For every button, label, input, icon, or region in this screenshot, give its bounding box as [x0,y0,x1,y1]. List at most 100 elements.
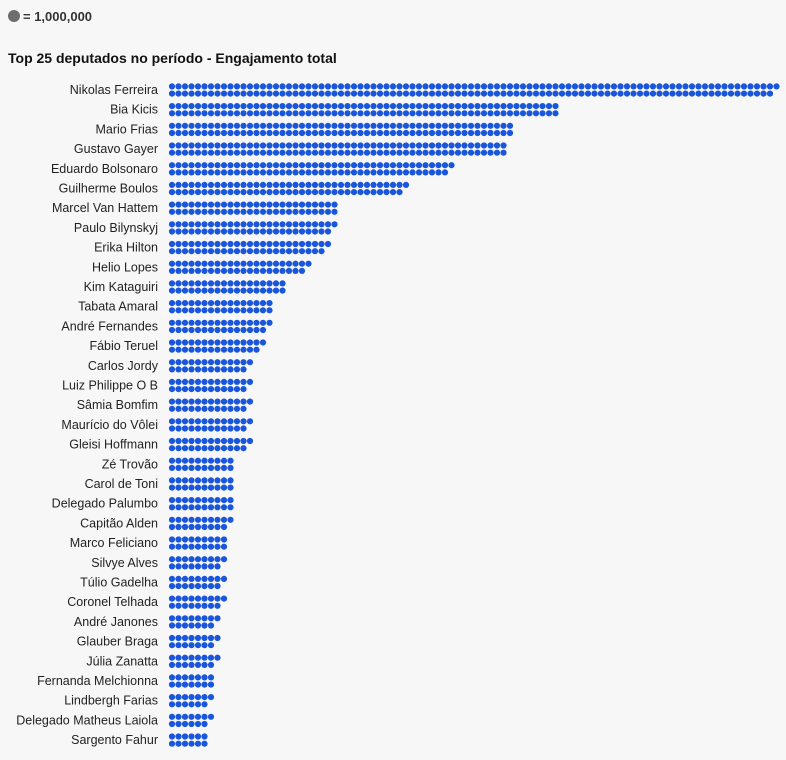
dot [292,240,299,248]
dot [253,287,260,294]
dot [500,129,507,137]
dot [201,694,208,701]
dot [194,425,202,432]
dot [175,162,182,169]
dot [227,162,234,169]
dot [285,260,293,267]
dot [194,602,202,609]
dot [214,516,221,523]
dot [188,634,195,642]
dot [285,122,293,129]
dot [389,122,397,129]
dot [402,149,410,156]
dot [201,464,208,471]
dot [474,83,481,90]
dot [194,122,202,129]
dot [181,464,189,471]
dot [207,398,215,405]
dot [194,248,202,255]
dot [259,122,267,129]
dot [506,90,514,97]
dot [324,240,332,248]
dot [513,83,520,90]
dot [188,418,195,425]
dot [279,103,286,110]
dot [285,221,293,228]
dot [227,339,234,346]
dot [311,149,319,156]
dot [708,90,715,97]
dot [363,110,371,117]
dot [175,654,182,661]
dot [214,634,221,642]
dot [233,149,241,156]
dot [227,110,234,117]
dot [246,83,254,90]
dot [227,260,234,267]
dot [175,516,182,523]
dot [188,339,195,346]
dot [467,110,475,117]
dot [181,208,189,215]
dot [357,122,364,129]
dot [240,445,247,452]
dot [201,228,208,235]
dot [305,169,312,176]
dot [649,90,657,97]
dot [227,201,234,208]
dot [428,162,436,169]
dot [188,681,195,688]
dot [207,307,215,314]
dot [181,720,189,728]
dot [285,240,293,248]
dot [175,425,182,432]
dot [168,477,176,484]
dot [370,90,377,97]
legend-dot-icon [8,10,20,22]
dot [331,142,338,149]
legend-label: = 1,000,000 [23,8,93,24]
dot [181,346,189,353]
chart-title: Top 25 deputados no período - Engajament… [8,50,337,66]
dot [168,654,176,661]
dot [181,378,189,385]
dot [448,90,455,97]
dot [298,189,306,196]
dot [201,181,208,188]
dot [545,90,553,97]
dot [279,83,286,90]
dot [233,280,241,287]
dot [201,326,208,334]
dot [435,129,442,137]
dot [240,405,247,412]
dot [201,366,208,373]
dot [253,326,260,334]
category-label: Sargento Fahur [71,733,158,747]
dot [467,149,475,156]
dot [233,240,241,248]
dot [227,129,234,137]
dot [188,386,195,393]
dot [656,90,663,97]
dot [168,634,176,642]
dot [188,615,195,622]
dot [454,90,462,97]
dot [344,189,351,196]
dot [188,326,195,334]
dot [773,83,780,90]
dot [220,162,228,169]
dot [727,83,735,90]
dot [214,543,221,550]
dot [246,189,254,196]
dot [194,713,202,720]
dot [292,129,299,137]
dot [760,90,767,97]
dot [181,280,189,287]
dot [207,228,215,235]
dot [194,484,202,491]
dot [305,122,312,129]
dot [266,201,273,208]
dot [383,129,390,137]
bar-dots [168,240,332,255]
dot [500,103,507,110]
